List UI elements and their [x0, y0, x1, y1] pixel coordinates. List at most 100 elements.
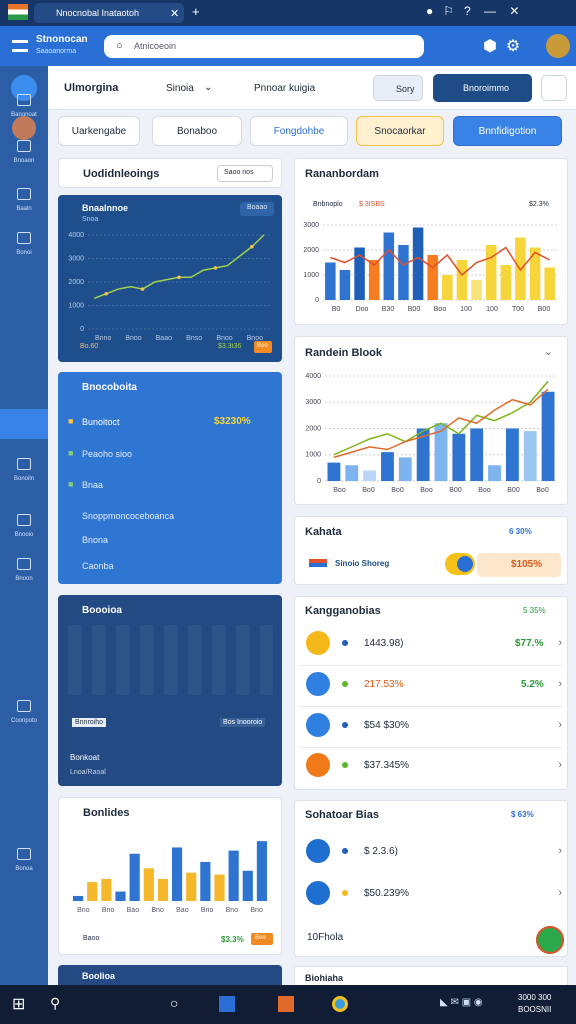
y-tick-label: 3000 — [303, 222, 319, 229]
chip[interactable]: Snocaorkar — [356, 116, 444, 146]
sidebar-icon[interactable] — [17, 140, 31, 152]
chevron[interactable]: › — [558, 678, 562, 690]
trend-line — [333, 388, 549, 459]
x-tick-label: T00 — [512, 306, 524, 313]
button-label: Sory — [396, 84, 415, 94]
chip[interactable]: Uarkengabe — [58, 116, 140, 146]
bar — [500, 265, 512, 300]
sidebar-label[interactable]: Bonoiln — [13, 476, 34, 482]
card-title: Boolioa — [82, 971, 115, 981]
chip[interactable]: Bnnfidigotion — [453, 116, 562, 146]
dropdown-caret: ⌄ — [204, 82, 213, 93]
chip-label: Fongdohbe — [273, 126, 325, 137]
chevron[interactable]: › — [558, 719, 562, 731]
sidebar-icon[interactable] — [17, 558, 31, 570]
tag: Bnnroiho — [72, 718, 107, 727]
bar — [541, 391, 555, 481]
sidebar-label[interactable]: Bonoi — [16, 250, 32, 256]
search-button[interactable]: ⚲ — [50, 995, 61, 1011]
flag-icon — [8, 4, 28, 20]
button[interactable]: Bnoroimmo — [433, 74, 532, 102]
sidebar-label[interactable]: Bnoon — [15, 576, 33, 582]
row-value: $105% — [511, 559, 543, 570]
avatar[interactable] — [546, 34, 570, 58]
brand: Stnonocan — [36, 34, 88, 45]
sidebar-label[interactable]: Bonoa — [15, 866, 33, 872]
sidebar-label[interactable]: Bnooio — [14, 532, 34, 538]
select[interactable]: Saoo nos — [217, 165, 273, 182]
chevron[interactable]: › — [558, 759, 562, 771]
sidebar-icon[interactable] — [17, 232, 31, 244]
chevron[interactable]: › — [558, 637, 562, 649]
chart-button[interactable]: Boaao — [240, 202, 274, 216]
badge-label: Boo — [257, 343, 268, 349]
icon-button[interactable] — [541, 75, 567, 101]
row-label[interactable]: Bnona — [82, 535, 109, 545]
task-icon[interactable] — [278, 996, 294, 1012]
toggle[interactable] — [445, 553, 475, 575]
row-label[interactable]: Snoppmoncoceboanca — [82, 511, 175, 521]
x-tick-label: Bno — [250, 907, 263, 914]
faint-chart — [68, 625, 273, 695]
footer-label: Lnoa/Raoal — [70, 769, 106, 776]
row-avatar — [306, 713, 330, 737]
sidebar-icon[interactable] — [17, 700, 31, 712]
chevron[interactable]: ⌄ — [543, 346, 553, 358]
sidebar-icon[interactable] — [17, 514, 31, 526]
user-avatar[interactable] — [12, 116, 36, 140]
sidebar-label[interactable]: Baaln — [16, 206, 32, 212]
bar — [325, 262, 336, 300]
tray-icons[interactable]: ◣ ✉ ▣ ◉ — [440, 997, 483, 1008]
x-tick-label: Bnoo — [125, 335, 141, 342]
start-button[interactable]: ⊞ — [12, 996, 26, 1013]
window-icons[interactable]: ● ⚐ ? — ✕ — [426, 4, 520, 18]
sidebar-icon[interactable] — [17, 458, 31, 470]
header-icons[interactable]: ⬢ ⚙ — [483, 38, 521, 55]
chip-label: Snocaorkar — [374, 126, 426, 137]
new-tab[interactable]: + — [192, 4, 200, 19]
chevron[interactable]: › — [558, 845, 562, 857]
bar — [214, 874, 225, 901]
sidebar-icon[interactable] — [17, 188, 31, 200]
tab-close[interactable]: ✕ — [170, 8, 180, 20]
toolbar-tab[interactable]: Pnnoar kuigia — [254, 83, 316, 94]
menu-icon[interactable] — [12, 40, 28, 52]
legend-value: $ 3ISBS — [359, 201, 385, 208]
bar — [452, 433, 466, 481]
toolbar-tab[interactable]: Sinoia — [166, 83, 194, 94]
chip[interactable]: Fongdohbe — [250, 116, 348, 146]
sidebar-label[interactable]: Bnoaon — [13, 158, 35, 164]
bar — [129, 853, 140, 901]
y-tick-label: 4000 — [68, 232, 84, 239]
card-title: Rananbordam — [305, 168, 379, 180]
task-icon[interactable] — [332, 996, 348, 1012]
task-icon[interactable]: ○ — [170, 995, 179, 1011]
fab[interactable] — [536, 926, 564, 954]
bar — [345, 465, 359, 481]
chevron[interactable]: › — [558, 887, 562, 899]
sidebar-icon[interactable] — [17, 848, 31, 860]
add-button[interactable] — [11, 75, 37, 101]
chip[interactable]: Bonaboo — [152, 116, 242, 146]
x-tick-label: Bnno — [95, 335, 111, 342]
task-icon[interactable] — [219, 996, 235, 1012]
revenue-chart: 0 1000 2000 3000 B0 Doo B30 B00 Boo 100 100 T00 B00 — [303, 222, 557, 313]
row-avatar — [306, 881, 330, 905]
bar — [523, 431, 537, 481]
y-tick-label: 3000 — [68, 255, 84, 262]
active-item[interactable] — [0, 409, 48, 439]
corner-value: 6 30% — [509, 527, 532, 536]
search-box[interactable]: ○ Atnicoeoin — [104, 35, 424, 58]
sidebar-label[interactable]: Coonpoto — [10, 718, 38, 724]
footer-label: Bonkoat — [70, 753, 100, 762]
browser-tab[interactable]: Nnocnobal Inataotoh ✕ — [34, 3, 184, 23]
button[interactable]: Sory — [373, 75, 423, 101]
blue-card: Bnocoboita ■ Bunoitoct $3230% ■ Peaoho s… — [58, 372, 282, 584]
taskbar: ⊞ ⚲ ○ ◣ ✉ ▣ ◉ 3000 300 BOOSNII — [0, 985, 576, 1024]
sidebar-icon[interactable] — [17, 94, 31, 106]
sidebar-label[interactable]: Banonoat — [11, 112, 37, 118]
row-label[interactable]: Caonba — [82, 561, 114, 571]
card-title: Uodidnleoings — [83, 168, 160, 180]
card-title: Kangganobias — [305, 605, 381, 617]
y-tick-label: 2000 — [305, 425, 321, 432]
